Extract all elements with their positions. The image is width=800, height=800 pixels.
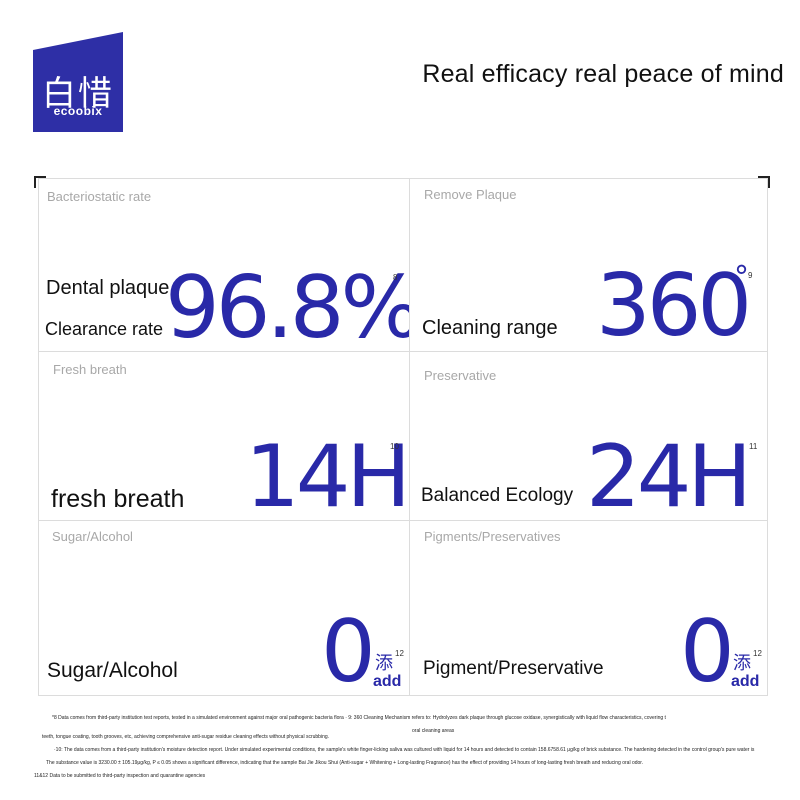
card-title-line1: Balanced Ecology: [421, 485, 574, 506]
stat-card-pigments: Pigments/Preservatives Pigment/Preservat…: [409, 520, 768, 696]
stat-card-bacteriostatic: Bacteriostatic rate Dental plaque Cleara…: [38, 178, 410, 352]
footnote-line: ·10: The data comes from a third-party i…: [54, 747, 755, 753]
footnote-line: oral cleaning areas: [412, 728, 455, 734]
card-title-line1: Sugar/Alcohol: [47, 659, 178, 682]
card-label: Sugar/Alcohol: [52, 529, 133, 544]
footnote-line: The substance value is 3230.00 ± 105.19μ…: [46, 760, 644, 766]
card-label: Pigments/Preservatives: [424, 529, 561, 544]
corner-bracket-right: [758, 176, 770, 188]
stat-card-sugar-alcohol: Sugar/Alcohol Sugar/Alcohol 0 添 add 12: [38, 520, 410, 696]
stat-card-remove-plaque: Remove Plaque Cleaning range 360 ° 9: [409, 178, 768, 352]
card-value: 14H: [245, 427, 409, 521]
footnote-line: teeth, tongue coating, tooth grooves, et…: [42, 734, 330, 740]
card-title-line1: fresh breath: [51, 485, 185, 513]
card-label: Remove Plaque: [424, 187, 517, 202]
add-label-en: add: [373, 673, 402, 690]
footnote-ref: 8: [393, 273, 398, 282]
card-value: 24H: [586, 427, 752, 521]
footnote-ref: 9: [748, 271, 753, 280]
card-title-line1: Dental plaque: [46, 277, 170, 299]
stat-card-fresh-breath: Fresh breath fresh breath 14H 10: [38, 351, 410, 521]
footnote-line: *8 Data comes from third-party instituti…: [52, 715, 666, 721]
footnote-ref: 12: [753, 649, 762, 658]
add-label-cn: 添: [733, 653, 751, 674]
stat-card-preservative: Preservative Balanced Ecology 24H 11: [409, 351, 768, 521]
card-value: 0: [321, 602, 376, 696]
card-title-line1: Pigment/Preservative: [423, 658, 604, 679]
brand-en-name: ecoobix: [53, 104, 103, 118]
footnote-ref: 10: [390, 442, 399, 451]
brand-logo: 白惜 ecoobix: [33, 32, 123, 132]
card-value: 0: [680, 602, 735, 696]
footnote-ref: 11: [749, 442, 758, 451]
footnote-line: 11&12 Data to be submitted to third-part…: [34, 773, 206, 779]
brand-cn-name: 白惜: [42, 74, 114, 114]
corner-bracket-left: [34, 176, 46, 188]
card-value: 96.8%: [165, 258, 410, 352]
card-label: Preservative: [424, 368, 497, 383]
footnote-ref: 12: [395, 649, 404, 658]
page-headline: Real efficacy real peace of mind: [422, 60, 784, 88]
card-title-line1: Cleaning range: [422, 317, 558, 339]
card-title-line2: Clearance rate: [45, 319, 164, 339]
card-label: Bacteriostatic rate: [47, 189, 152, 204]
degree-sign: °: [734, 260, 749, 295]
add-label-en: add: [731, 673, 760, 690]
card-value: 360: [596, 256, 752, 352]
add-label-cn: 添: [375, 653, 393, 674]
card-label: Fresh breath: [53, 362, 127, 377]
